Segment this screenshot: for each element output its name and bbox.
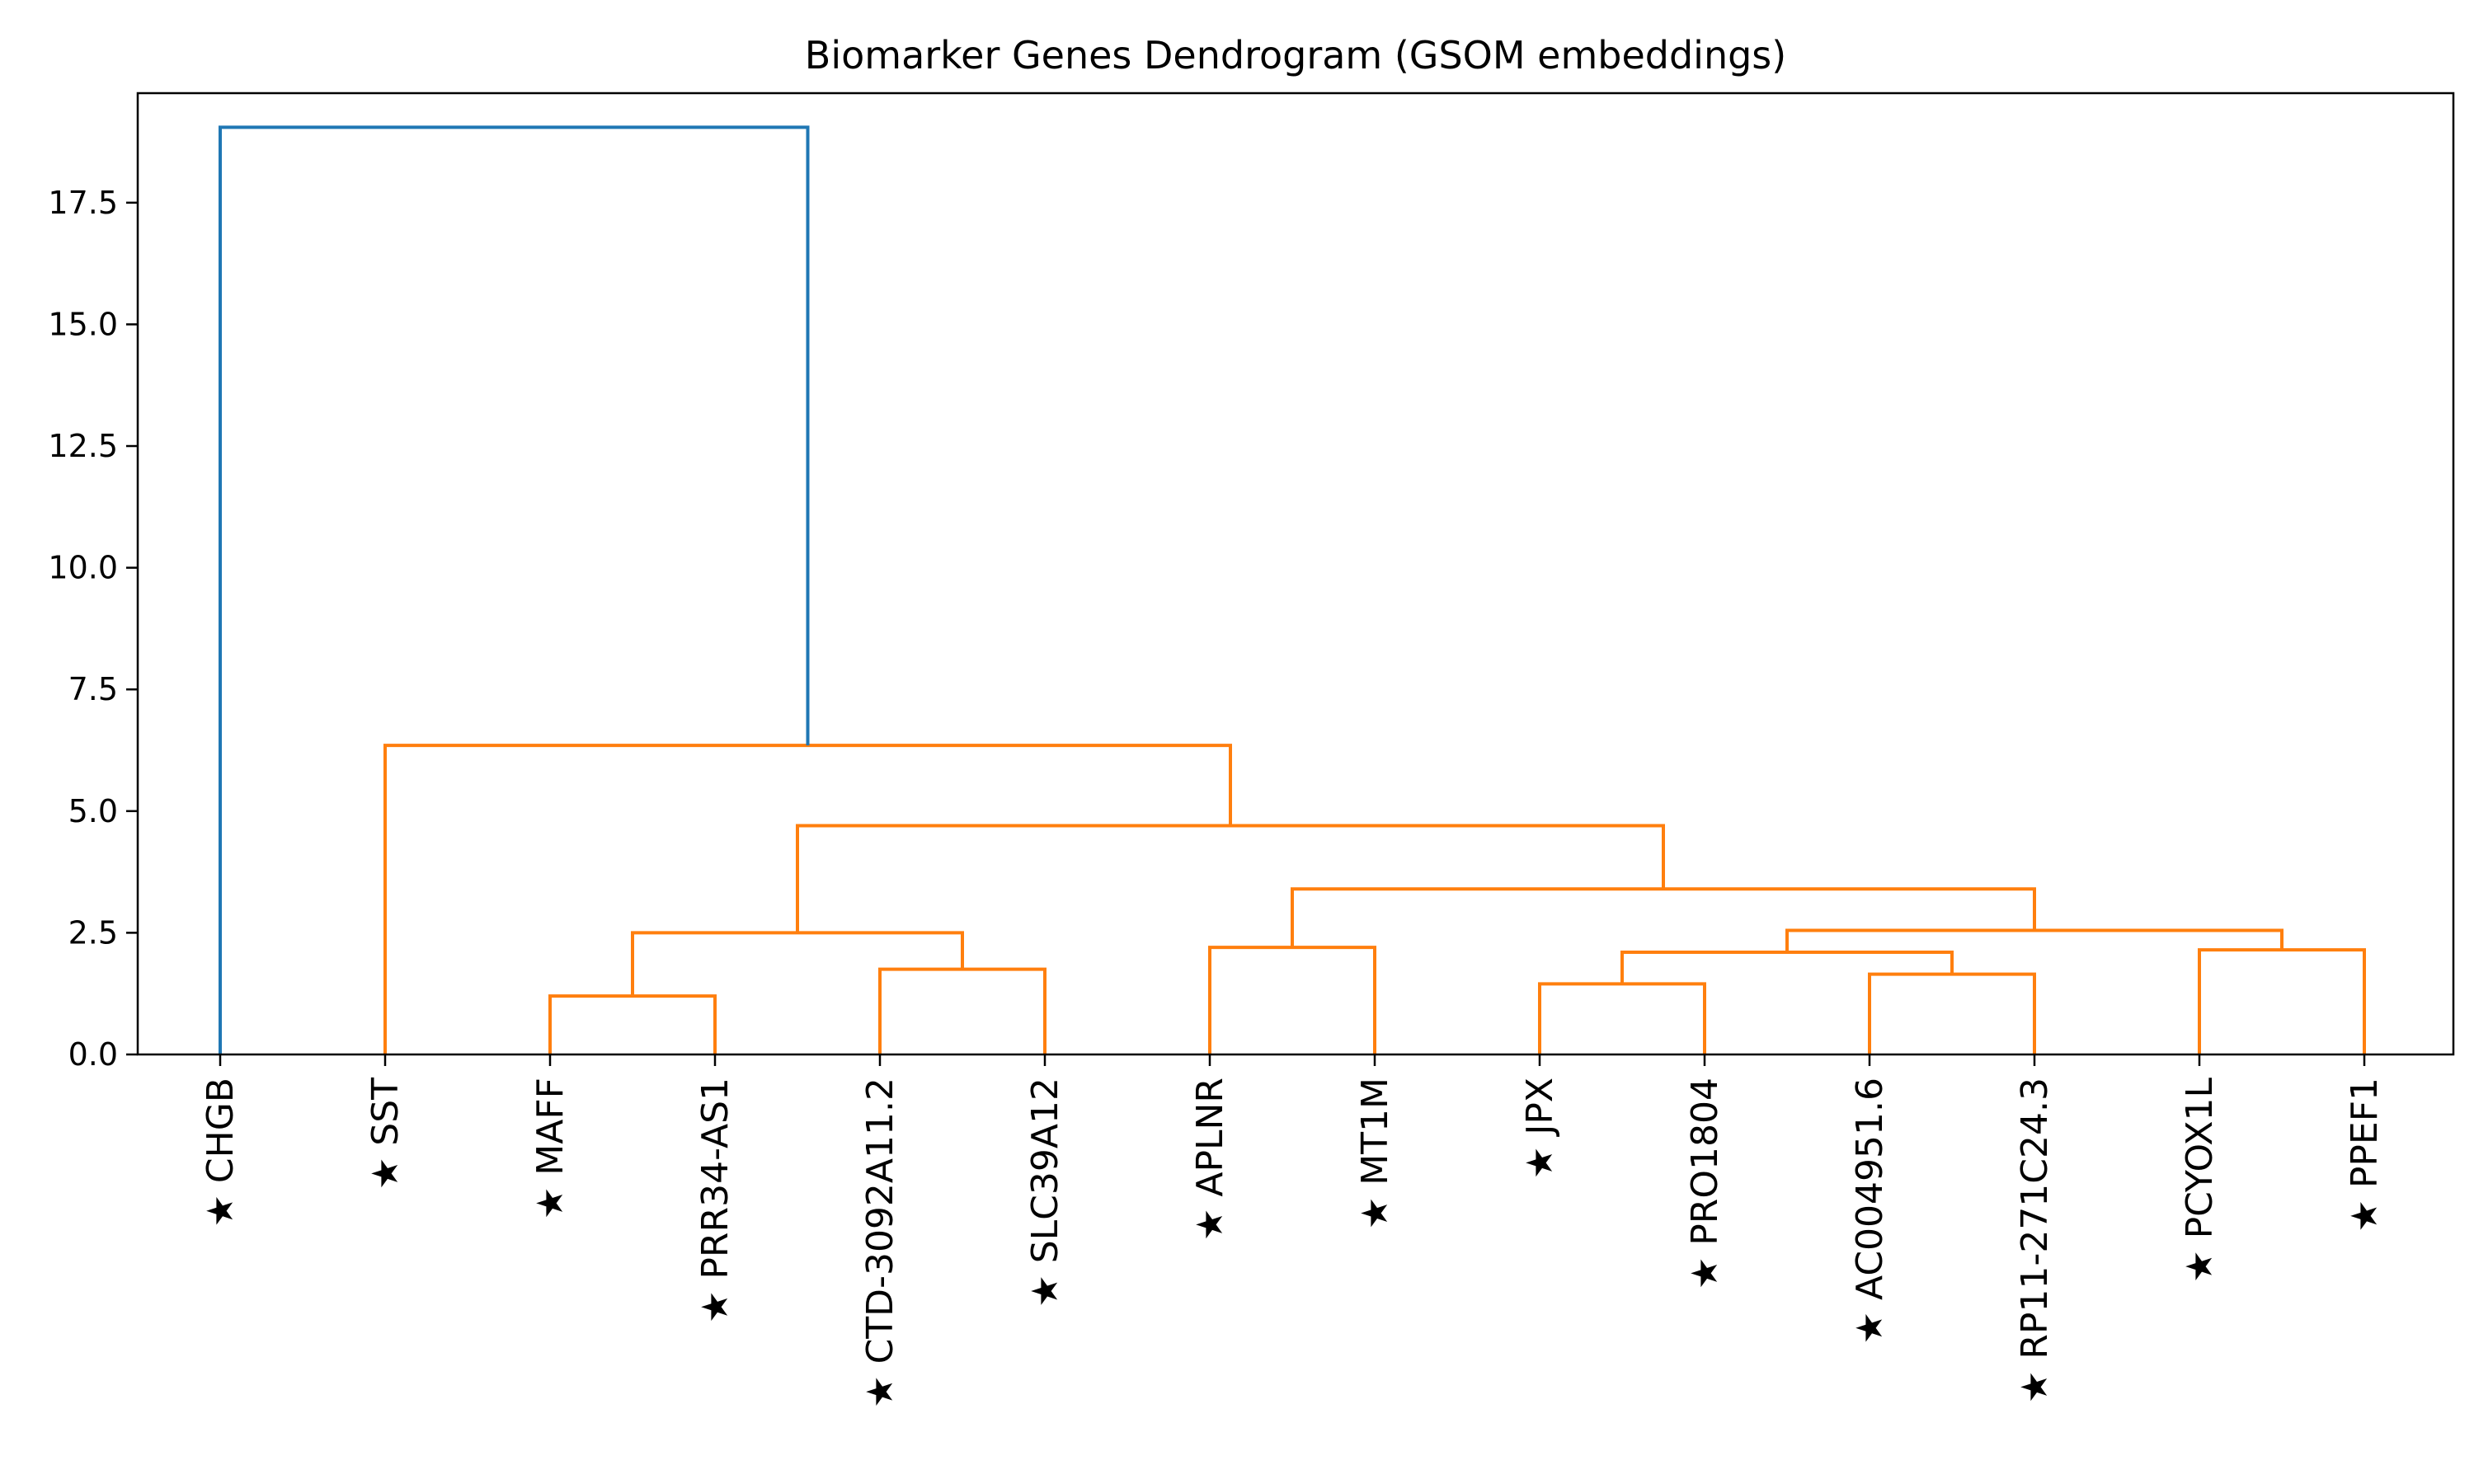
y-axis: 0.0 2.5 5.0 7.5 10.0 12.5 15.0 17.5 <box>48 185 138 1073</box>
plot-frame <box>136 92 2455 1056</box>
leaf-label: ★ CHGB <box>200 1078 242 1228</box>
y-tick-label: 2.5 <box>68 914 118 951</box>
leaf-label: ★ CTD-3092A11.2 <box>859 1078 901 1408</box>
y-tick-label: 10.0 <box>48 550 118 586</box>
leaf-label: ★ MT1M <box>1354 1078 1396 1229</box>
dendrogram-link <box>383 744 1232 1054</box>
leaf-labels: ★ CHGB ★ SST ★ MAFF ★ PRR34-AS1 ★ CTD-3092A1… <box>200 1054 2386 1408</box>
y-tick-label: 17.5 <box>48 185 118 221</box>
y-tick-label: 0.0 <box>68 1036 118 1073</box>
dendrogram-link <box>548 994 717 1054</box>
y-tick-label: 7.5 <box>68 671 118 707</box>
dendrogram-link <box>1868 972 2036 1054</box>
dendrogram-link <box>796 824 1665 933</box>
leaf-label: ★ SST <box>365 1078 407 1190</box>
leaf-label: ★ APLNR <box>1189 1078 1231 1241</box>
dendrogram-link <box>1208 946 1376 1054</box>
leaf-label: ★ PCYOX1L <box>2179 1078 2221 1283</box>
dendrogram-link <box>878 967 1047 1054</box>
leaf-label: ★ RP11-271C24.3 <box>2014 1078 2056 1403</box>
leaf-label: ★ PRR34-AS1 <box>694 1078 736 1323</box>
y-tick-label: 5.0 <box>68 793 118 829</box>
leaf-label: ★ SLC39A12 <box>1024 1078 1066 1308</box>
leaf-label: ★ PRO1804 <box>1684 1078 1726 1289</box>
y-tick-label: 12.5 <box>48 428 118 464</box>
dendrogram-link <box>1538 982 1706 1054</box>
y-tick-label: 15.0 <box>48 306 118 342</box>
dendrogram-link <box>2198 948 2366 1054</box>
dendrogram-links <box>219 125 2366 1054</box>
leaf-label: ★ PPEF1 <box>2344 1078 2386 1233</box>
dendrogram-link <box>1620 951 1954 984</box>
leaf-label: ★ JPX <box>1519 1078 1561 1179</box>
dendrogram-link <box>1291 887 2036 948</box>
leaf-label: ★ MAFF <box>529 1078 571 1219</box>
chart-title: Biomarker Genes Dendrogram (GSOM embeddi… <box>805 33 1786 77</box>
dendrogram-link <box>631 931 964 997</box>
leaf-label: ★ AC004951.6 <box>1849 1078 1891 1344</box>
dendrogram-link <box>219 125 810 1054</box>
